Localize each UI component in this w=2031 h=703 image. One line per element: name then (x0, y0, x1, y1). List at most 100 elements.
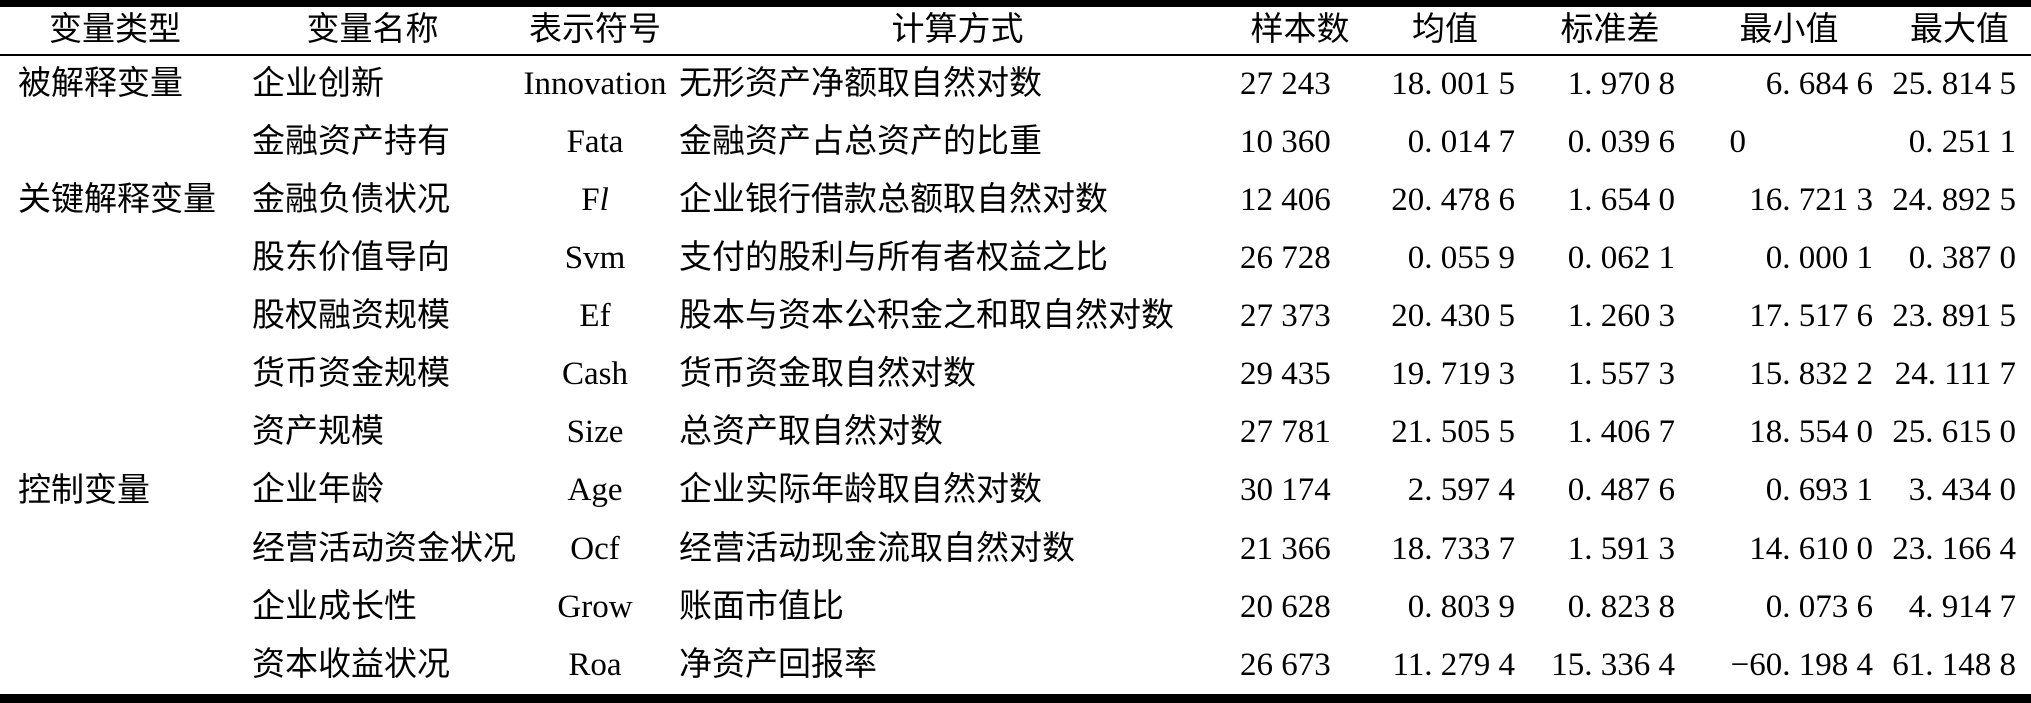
cell-mean: 20. 478 6 (1391, 182, 1515, 219)
table-row: 企业年龄 Age 企业实际年龄取自然对数 30 174 2. 597 4 0. 487 6… (0, 462, 2031, 520)
table-row: 控制变量 股权融资规模 Ef 股本与资本公积金之和取自然对数 27 373 20. 430… (0, 287, 2031, 508)
cell-symbol: Cash (515, 345, 675, 403)
table-row: 关键解释变量 金融资产持有 Fata 金融资产占总资产的比重 10 360 0. 014 … (0, 113, 2031, 218)
table-row: 企业成长性 Grow 账面市值比 20 628 0. 803 9 0. 823 8 0. 0… (0, 578, 2031, 636)
cell-sample-size: 29 435 (1240, 356, 1331, 393)
cell-variable-name: 金融负债状况 (252, 182, 450, 219)
col-header-sample-size: 样本数 (1240, 7, 1360, 56)
cell-mean: 18. 001 5 (1391, 66, 1515, 103)
cell-symbol: Size (515, 403, 675, 461)
cell-variable-type: 控制变量 (18, 472, 150, 509)
col-header-variable-name: 变量名称 (230, 7, 515, 56)
cell-method: 账面市值比 (679, 588, 844, 625)
cell-variable-type: 关键解释变量 (18, 182, 216, 219)
cell-method: 经营活动现金流取自然对数 (679, 530, 1075, 567)
cell-mean: 0. 803 9 (1407, 588, 1515, 625)
symbol-roman: Age (567, 472, 623, 509)
cell-symbol: Grow (515, 578, 675, 636)
cell-variable-name: 企业创新 (252, 66, 384, 103)
col-header-variable-type: 变量类型 (0, 7, 230, 56)
symbol-roman: Svm (564, 240, 626, 277)
cell-std-dev: 1. 970 8 (1567, 66, 1675, 103)
table-row: 被解释变量 企业创新 Innovation 无形资产净额取自然对数 27 243 18. … (0, 55, 2031, 113)
cell-variable-name: 股东价值导向 (252, 240, 450, 277)
cell-method: 无形资产净额取自然对数 (679, 66, 1042, 103)
cell-std-dev: 0. 823 8 (1567, 588, 1675, 625)
symbol-roman: Innovation (523, 66, 667, 103)
col-header-mean: 均值 (1360, 7, 1530, 56)
cell-std-dev: 15. 336 4 (1551, 646, 1675, 683)
cell-std-dev: 1. 591 3 (1567, 530, 1675, 567)
col-header-max: 最大值 (1888, 7, 2031, 56)
cell-min: 0. 000 1 (1765, 240, 1873, 277)
table-row: 货币资金规模 Cash 货币资金取自然对数 29 435 19. 719 3 1. 557… (0, 345, 2031, 403)
cell-sample-size: 27 243 (1240, 66, 1331, 103)
cell-min: 0 (1729, 123, 1746, 160)
cell-std-dev: 1. 654 0 (1567, 182, 1675, 219)
cell-min: 0. 693 1 (1765, 472, 1873, 509)
cell-std-dev: 1. 406 7 (1567, 414, 1675, 451)
cell-variable-name: 货币资金规模 (252, 356, 450, 393)
cell-method: 支付的股利与所有者权益之比 (679, 240, 1108, 277)
cell-method: 企业银行借款总额取自然对数 (679, 182, 1108, 219)
cell-min: 16. 721 3 (1749, 182, 1873, 219)
cell-variable-name: 企业年龄 (252, 472, 384, 509)
table-row: 金融负债状况 Fl 企业银行借款总额取自然对数 12 406 20. 478 6 1. 6… (0, 171, 2031, 229)
cell-method: 净资产回报率 (679, 646, 877, 683)
symbol-roman: F (581, 182, 600, 219)
cell-symbol: Innovation (515, 55, 675, 113)
symbol-roman: Grow (557, 588, 633, 625)
cell-method: 总资产取自然对数 (679, 414, 943, 451)
cell-variable-name: 股权融资规模 (252, 298, 450, 335)
cell-min: 14. 610 0 (1749, 530, 1873, 567)
cell-mean: 11. 279 4 (1392, 646, 1515, 683)
symbol-roman: Ef (579, 298, 611, 335)
table-body: 被解释变量 企业创新 Innovation 无形资产净额取自然对数 27 243 18. … (0, 55, 2031, 694)
col-header-min: 最小值 (1690, 7, 1888, 56)
cell-method: 企业实际年龄取自然对数 (679, 472, 1042, 509)
cell-sample-size: 10 360 (1240, 123, 1331, 160)
cell-std-dev: 0. 487 6 (1567, 472, 1675, 509)
symbol-italic: l (599, 182, 609, 219)
symbol-roman: Cash (562, 356, 628, 393)
cell-method: 股本与资本公积金之和取自然对数 (679, 298, 1174, 335)
cell-sample-size: 27 781 (1240, 414, 1331, 451)
cell-method: 金融资产占总资产的比重 (679, 123, 1042, 160)
col-header-method: 计算方式 (675, 7, 1240, 56)
cell-max: 61. 148 8 (1892, 646, 2016, 683)
cell-variable-name: 资产规模 (252, 414, 384, 451)
cell-mean: 20. 430 5 (1391, 298, 1515, 335)
cell-mean: 21. 505 5 (1391, 414, 1515, 451)
cell-variable-name: 资本收益状况 (252, 646, 450, 683)
table-row: 资产规模 Size 总资产取自然对数 27 781 21. 505 5 1. 406 7 1… (0, 403, 2031, 461)
cell-symbol: Svm (515, 229, 675, 287)
symbol-roman: Size (566, 414, 624, 451)
cell-sample-size: 21 366 (1240, 530, 1331, 567)
cell-mean: 0. 055 9 (1407, 240, 1515, 277)
cell-variable-name: 经营活动资金状况 (252, 530, 516, 567)
cell-min: 18. 554 0 (1749, 414, 1873, 451)
cell-mean: 19. 719 3 (1391, 356, 1515, 393)
cell-variable-type: 被解释变量 (18, 66, 183, 103)
cell-mean: 18. 733 7 (1391, 530, 1515, 567)
symbol-roman: Ocf (570, 530, 620, 567)
cell-max: 3. 434 0 (1908, 472, 2016, 509)
cell-variable-name: 企业成长性 (252, 588, 417, 625)
cell-sample-size: 12 406 (1240, 182, 1331, 219)
cell-std-dev: 0. 039 6 (1567, 123, 1675, 160)
table-row: 资本收益状况 Roa 净资产回报率 26 673 11. 279 4 15. 336 4 −… (0, 636, 2031, 694)
cell-variable-name: 金融资产持有 (252, 123, 450, 160)
cell-min: 17. 517 6 (1749, 298, 1873, 335)
cell-max: 0. 387 0 (1908, 240, 2016, 277)
cell-sample-size: 26 728 (1240, 240, 1331, 277)
cell-max: 25. 814 5 (1892, 66, 2016, 103)
header-row: 变量类型 变量名称 表示符号 计算方式 样本数 均值 标准差 最小值 最大值 (0, 7, 2031, 56)
symbol-roman: Fata (566, 123, 624, 160)
cell-max: 25. 615 0 (1892, 414, 2016, 451)
cell-min: 15. 832 2 (1749, 356, 1873, 393)
cell-max: 23. 166 4 (1892, 530, 2016, 567)
cell-min: −60. 198 4 (1730, 646, 1873, 683)
cell-min: 6. 684 6 (1765, 66, 1873, 103)
cell-symbol: Ocf (515, 520, 675, 578)
